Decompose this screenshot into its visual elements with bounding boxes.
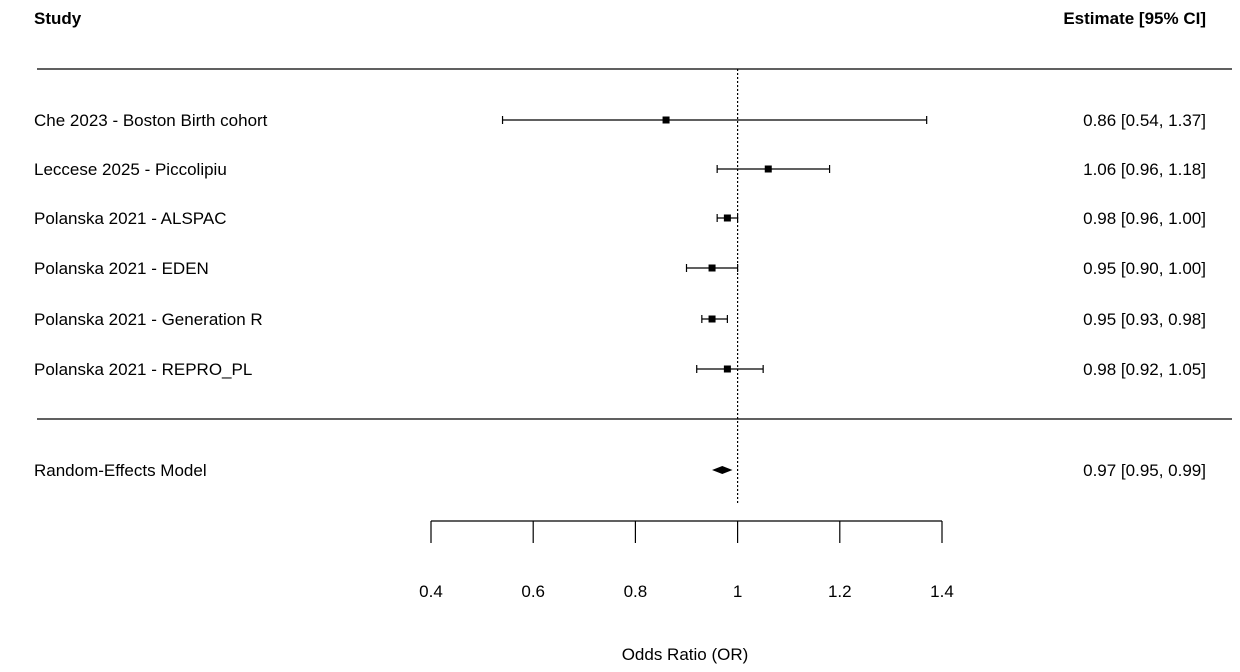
- point-estimate: [764, 165, 772, 173]
- point-estimate: [723, 214, 731, 222]
- estimate-text: 1.06 [0.96, 1.18]: [1083, 160, 1206, 179]
- study-label: Che 2023 - Boston Birth cohort: [34, 111, 268, 130]
- study-label: Polanska 2021 - REPRO_PL: [34, 360, 252, 379]
- summary-estimate-text: 0.97 [0.95, 0.99]: [1083, 461, 1206, 480]
- point-estimate: [723, 365, 731, 373]
- summary-label: Random-Effects Model: [34, 461, 207, 480]
- point-estimate: [708, 264, 716, 272]
- study-label: Polanska 2021 - ALSPAC: [34, 209, 226, 228]
- estimate-text: 0.98 [0.92, 1.05]: [1083, 360, 1206, 379]
- summary-diamond: [712, 466, 733, 474]
- plot-area: Che 2023 - Boston Birth cohort 0.86 [0.54…: [34, 69, 1206, 601]
- study-label: Leccese 2025 - Piccolipiu: [34, 160, 227, 179]
- study-column-header: Study: [34, 9, 82, 28]
- x-axis-label: Odds Ratio (OR): [622, 645, 749, 664]
- x-tick-label: 1.2: [828, 582, 852, 601]
- x-tick-label: 0.4: [419, 582, 443, 601]
- x-tick-label: 0.6: [521, 582, 545, 601]
- estimate-text: 0.86 [0.54, 1.37]: [1083, 111, 1206, 130]
- x-tick-label: 1: [733, 582, 742, 601]
- point-estimate: [708, 315, 716, 323]
- estimate-column-header: Estimate [95% CI]: [1063, 9, 1206, 28]
- x-tick-label: 0.8: [624, 582, 648, 601]
- estimate-text: 0.95 [0.90, 1.00]: [1083, 259, 1206, 278]
- study-label: Polanska 2021 - Generation R: [34, 310, 263, 329]
- estimate-text: 0.95 [0.93, 0.98]: [1083, 310, 1206, 329]
- estimate-text: 0.98 [0.96, 1.00]: [1083, 209, 1206, 228]
- x-tick-label: 1.4: [930, 582, 954, 601]
- point-estimate: [662, 116, 670, 124]
- study-label: Polanska 2021 - EDEN: [34, 259, 209, 278]
